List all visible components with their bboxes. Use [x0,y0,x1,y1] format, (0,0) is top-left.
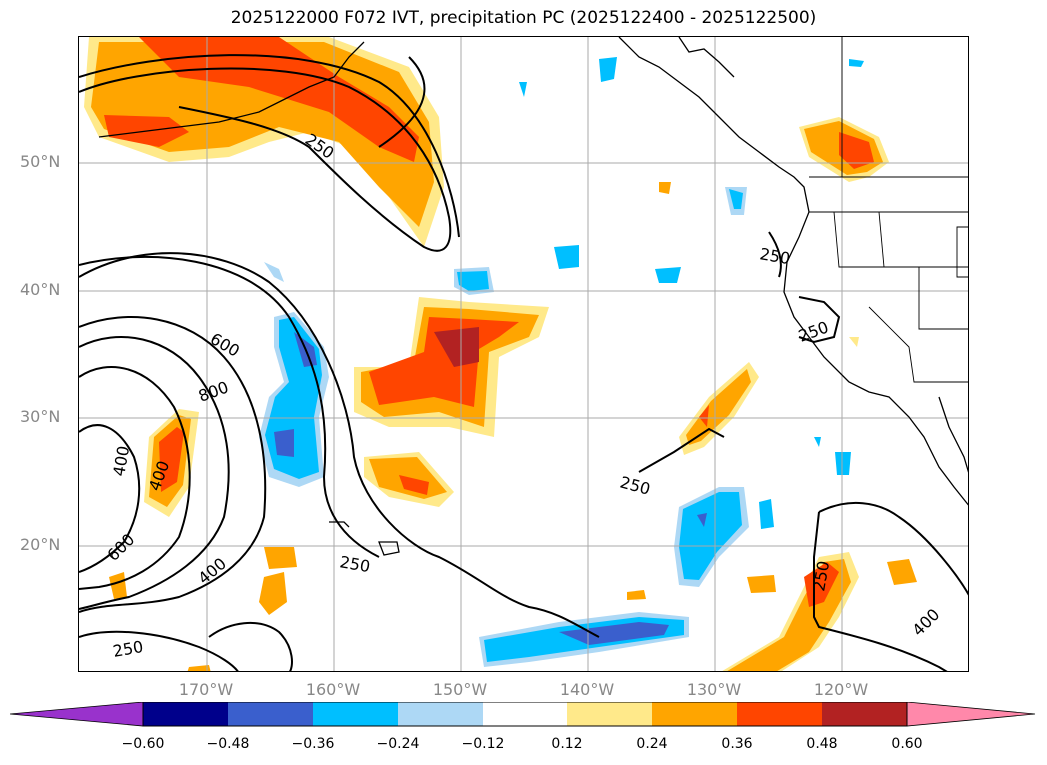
colorbar-tick: 0.48 [806,736,838,752]
contour-label-group: 250 250 250 250 250 250 250 400 400 400 … [103,130,943,661]
contour-label: 400 [109,444,133,477]
colorbar-segment [398,702,483,726]
colorbar [10,702,1036,727]
contour-label: 400 [908,605,943,640]
colorbar-tick: −0.24 [376,736,420,752]
lon-label-140w: 140°W [559,680,615,699]
colorbar-segment [483,702,567,726]
map-title: 2025122000 F072 IVT, precipitation PC (2… [230,8,817,28]
lon-label-120w: 120°W [813,680,869,699]
north-america-coastline [618,37,968,506]
colorbar-tick: 0.24 [636,736,668,752]
colorbar-tick: 0.60 [891,736,923,752]
colorbar-tick: −0.36 [291,736,335,752]
contour-label: 250 [618,473,652,499]
precip-negative-shading [259,57,864,667]
contour-label: 250 [111,637,144,661]
lon-label-130w: 130°W [686,680,742,699]
colorbar-segment [737,702,822,726]
colorbar-tick: −0.60 [121,736,165,752]
contour-label: 250 [338,552,371,576]
colorbar-tick: 0.12 [551,736,583,752]
lat-label-50n: 50°N [20,152,61,171]
contour-label: 600 [103,530,138,565]
colorbar-segment [228,702,313,726]
lat-label-20n: 20°N [20,535,61,554]
colorbar-segment [822,702,907,726]
colorbar-tick: −0.12 [461,736,505,752]
colorbar-segment [313,702,398,726]
ivt-contours [79,54,968,671]
contour-label: 600 [207,329,243,361]
lon-label-160w: 160°W [305,680,361,699]
colorbar-tick: 0.36 [721,736,753,752]
colorbar-segment [143,702,228,726]
colorbar-tick: −0.48 [206,736,250,752]
colorbar-segment [652,702,737,726]
colorbar-extend-low [10,702,144,727]
map-canvas: 250 250 250 250 250 250 250 400 400 400 … [79,37,968,671]
lat-label-30n: 30°N [20,407,61,426]
political-borders [809,37,968,383]
lon-label-170w: 170°W [178,680,234,699]
colorbar-extend-high [906,702,1036,727]
lat-label-40n: 40°N [20,280,61,299]
contour-label: 250 [758,244,791,268]
map-panel[interactable]: 250 250 250 250 250 250 250 400 400 400 … [78,36,969,672]
colorbar-segment [567,702,652,726]
contour-label: 400 [194,554,230,588]
contour-label: 800 [196,377,231,405]
contour-label: 250 [796,317,831,345]
lon-label-150w: 150°W [432,680,488,699]
